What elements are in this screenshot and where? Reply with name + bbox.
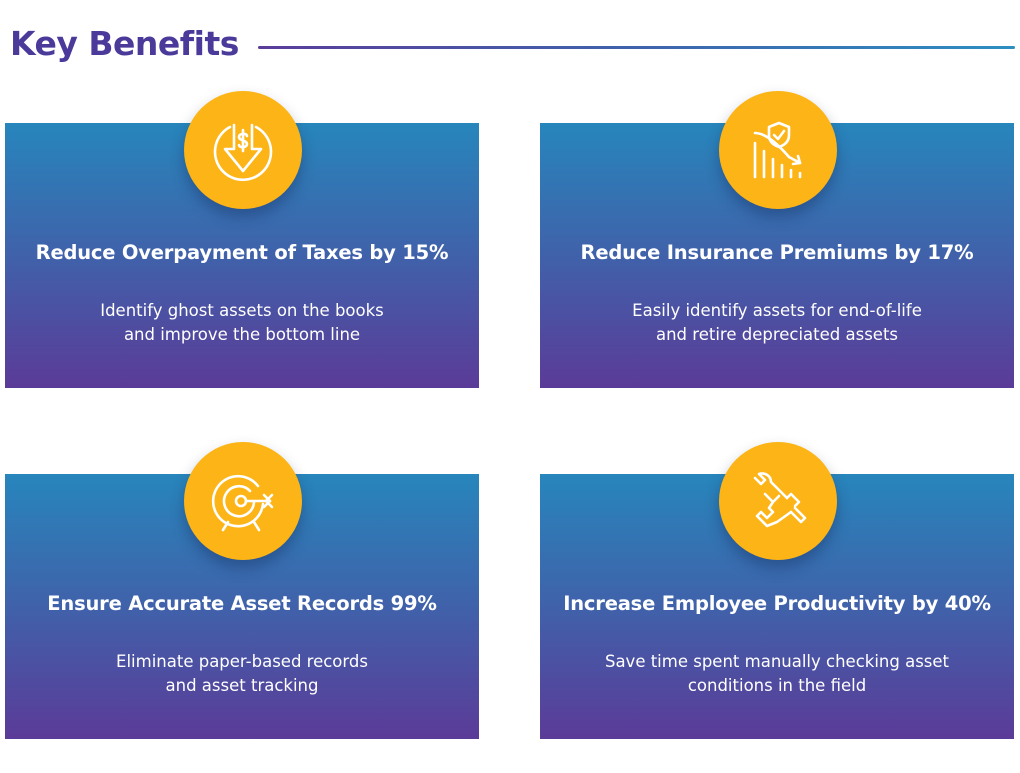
benefit-badge xyxy=(719,91,837,209)
title-divider-line xyxy=(258,46,1015,49)
benefit-description: Easily identify assets for end-of-life a… xyxy=(560,299,994,347)
benefit-description: Eliminate paper-based records and asset … xyxy=(25,650,459,698)
benefit-description: Save time spent manually checking asset … xyxy=(560,650,994,698)
benefit-badge xyxy=(719,442,837,560)
benefit-title: Increase Employee Productivity by 40% xyxy=(563,592,991,615)
benefit-description-line: conditions in the field xyxy=(687,676,867,695)
benefit-description-line: Save time spent manually checking asset xyxy=(604,652,950,671)
benefit-card-productivity: Increase Employee Productivity by 40% Sa… xyxy=(540,442,1014,739)
benefit-description-line: and improve the bottom line xyxy=(123,325,361,344)
benefit-description-line: Eliminate paper-based records xyxy=(116,652,368,671)
page-title: Key Benefits xyxy=(10,24,239,63)
benefit-card-insurance: Reduce Insurance Premiums by 17% Easily … xyxy=(540,91,1014,388)
benefit-title: Reduce Insurance Premiums by 17% xyxy=(580,241,974,264)
benefit-card-records: Ensure Accurate Asset Records 99% Elimin… xyxy=(5,442,479,739)
benefit-description-line: Identify ghost assets on the books xyxy=(100,301,384,320)
benefit-title: Ensure Accurate Asset Records 99% xyxy=(47,592,437,615)
benefit-description-line: and retire depreciated assets xyxy=(655,325,899,344)
benefit-description: Identify ghost assets on the books and i… xyxy=(25,299,459,347)
dollar-down-arrow-icon xyxy=(213,123,273,182)
benefit-badge xyxy=(184,91,302,209)
header: Key Benefits xyxy=(10,22,1015,72)
benefit-title: Reduce Overpayment of Taxes by 15% xyxy=(35,241,449,264)
target-arrow-icon xyxy=(211,474,274,532)
benefit-card-taxes: Reduce Overpayment of Taxes by 15% Ident… xyxy=(5,91,479,388)
benefit-description-line: and asset tracking xyxy=(165,676,319,695)
shield-declining-chart-icon xyxy=(753,121,802,179)
hand-wrench-icon xyxy=(753,472,807,528)
benefit-description-line: Easily identify assets for end-of-life xyxy=(632,301,922,320)
benefit-badge xyxy=(184,442,302,560)
